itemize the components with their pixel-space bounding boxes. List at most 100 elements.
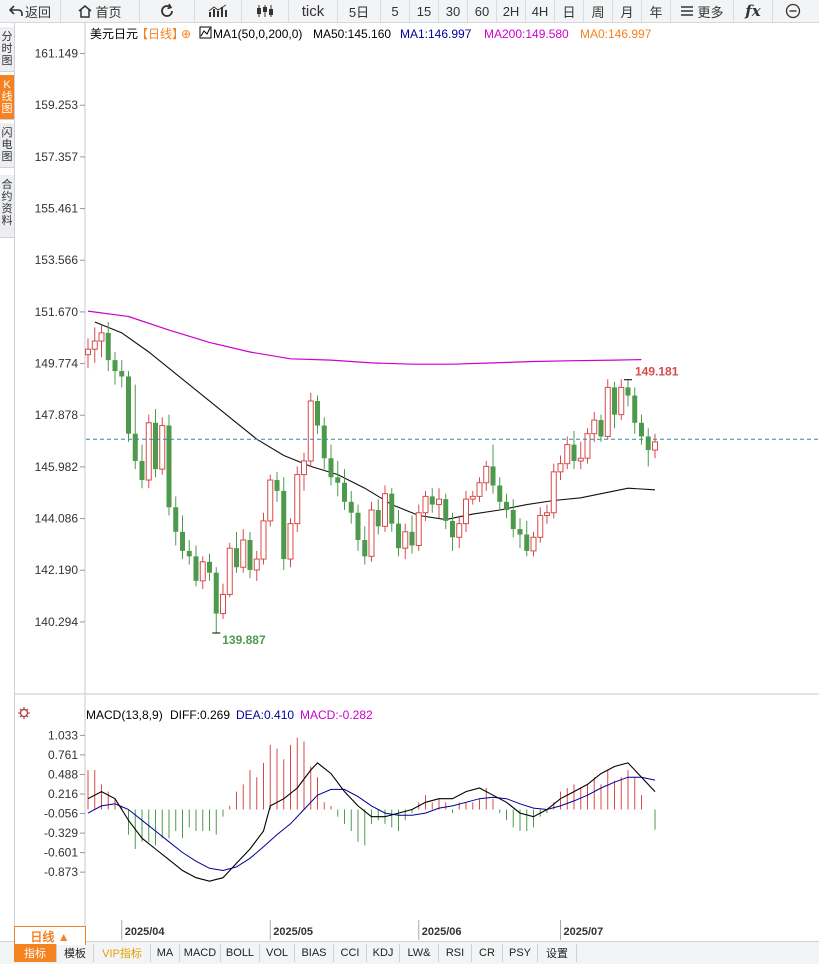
candle-body (234, 548, 239, 568)
period-year[interactable]: 年 (642, 0, 671, 22)
candle-body (260, 520, 267, 560)
home-button[interactable]: 首页 (61, 0, 140, 22)
candle (429, 488, 435, 513)
candle-body (402, 531, 409, 549)
candle-button[interactable] (242, 0, 289, 22)
period-5day[interactable]: 5日 (338, 0, 381, 22)
tab-kdj[interactable]: KDJ (367, 944, 400, 962)
candle (382, 485, 388, 532)
period-month[interactable]: 月 (613, 0, 642, 22)
candle-body (321, 425, 327, 459)
candle-body (240, 539, 247, 568)
macd-tick-label: -0.873 (44, 865, 78, 879)
tab-ma[interactable]: MA (151, 944, 180, 962)
candle (402, 523, 409, 560)
price-tick-label: 157.357 (35, 150, 79, 164)
chart-type-button[interactable] (195, 0, 242, 22)
side-tab-kline[interactable]: K线图 (0, 75, 14, 120)
price-axis: 161.149 159.253 157.357 155.461 153.566 151.6… (35, 47, 85, 629)
candle (173, 496, 179, 546)
period-day[interactable]: 日 (555, 0, 584, 22)
candle (618, 379, 625, 421)
candle (301, 452, 307, 491)
zoom-out-button[interactable] (773, 0, 813, 22)
period-15min[interactable]: 15 (410, 0, 439, 22)
more-button[interactable]: 更多 (671, 0, 734, 22)
candle-body (281, 490, 287, 560)
candlestick-icon (257, 5, 273, 17)
tab-vip-indicator[interactable]: VIP指标 (94, 944, 151, 962)
main-legend: 美元日元 【日线】 ⊕ MA1(50,0,200,0) MA50:145.160… (90, 26, 652, 41)
candle (375, 499, 381, 535)
period-2h[interactable]: 2H (497, 0, 526, 22)
period-30min[interactable]: 30 (439, 0, 468, 22)
macd-tick-label: 1.033 (48, 728, 78, 742)
bar-chart-icon (208, 4, 227, 17)
tab-template[interactable]: 模板 (57, 944, 94, 962)
macd-tick-label: 0.488 (48, 767, 78, 781)
side-tab-label: 分时图 (1, 31, 13, 67)
tab-rsi[interactable]: RSI (439, 944, 472, 962)
candles (85, 321, 658, 634)
side-tab-flash[interactable]: 闪电图 (0, 123, 14, 168)
candle (639, 414, 644, 445)
macd-settings-icon[interactable] (18, 707, 30, 719)
tick-button[interactable]: tick (289, 0, 338, 22)
side-tab-bar: 分时图 K线图 闪电图 合约资料 (0, 23, 15, 941)
tab-vol[interactable]: VOL (260, 944, 295, 962)
formula-button[interactable]: fx (734, 0, 773, 22)
side-tab-timeline[interactable]: 分时图 (0, 27, 14, 72)
period-week[interactable]: 周 (584, 0, 613, 22)
candle (490, 444, 496, 494)
refresh-button[interactable] (140, 0, 195, 22)
tab-cr[interactable]: CR (472, 944, 503, 962)
tab-bias[interactable]: BIAS (295, 944, 334, 962)
candle-body (639, 422, 644, 437)
candle (193, 545, 199, 587)
kline-chart[interactable]: 美元日元 【日线】 ⊕ MA1(50,0,200,0) MA50:145.160… (0, 22, 819, 941)
macd-diff-line (87, 762, 656, 882)
candle (335, 460, 341, 497)
tab-cci[interactable]: CCI (334, 944, 367, 962)
candle (220, 583, 226, 620)
candle (362, 526, 368, 565)
tab-boll[interactable]: BOLL (221, 944, 260, 962)
tab-macd[interactable]: MACD (180, 944, 221, 962)
period-5min[interactable]: 5 (381, 0, 410, 22)
tab-settings[interactable]: 设置 (538, 944, 577, 962)
period-selector[interactable]: 日线 ▲ (14, 926, 86, 945)
tab-lw[interactable]: LW& (400, 944, 439, 962)
candle-body (456, 523, 463, 538)
candle (645, 428, 651, 467)
menu-icon (681, 6, 694, 16)
low-label: 139.887 (222, 633, 266, 647)
macd-diff: DIFF:0.269 (170, 708, 230, 722)
legend-ma200: MA200:149.580 (484, 27, 569, 41)
back-button[interactable]: 返回 (0, 0, 61, 22)
legend-ma0: MA0:146.997 (580, 27, 652, 41)
candle (422, 490, 429, 521)
ma50-line (94, 321, 656, 521)
candle-body (537, 514, 544, 538)
candle-body (294, 474, 301, 525)
candle (199, 556, 206, 590)
price-tick-label: 159.253 (35, 98, 79, 112)
candle-body (119, 371, 125, 377)
candle-body (524, 534, 530, 551)
tab-psy[interactable]: PSY (503, 944, 538, 962)
legend-settings-icon[interactable]: ⊕ (181, 27, 191, 41)
candle-body (207, 561, 212, 573)
candle (544, 504, 550, 524)
period-60min[interactable]: 60 (468, 0, 497, 22)
zoom-out-icon (785, 3, 801, 19)
side-tab-contract[interactable]: 合约资料 (0, 175, 14, 238)
candle-body (632, 395, 638, 423)
candle (476, 477, 483, 502)
period-4h[interactable]: 4H (526, 0, 555, 22)
tab-indicator[interactable]: 指标 (14, 944, 57, 962)
candle (557, 455, 564, 481)
candle-body (199, 561, 206, 582)
candle (145, 414, 152, 489)
date-tick-label: 2025/06 (422, 926, 462, 938)
price-tick-label: 149.774 (35, 357, 79, 371)
